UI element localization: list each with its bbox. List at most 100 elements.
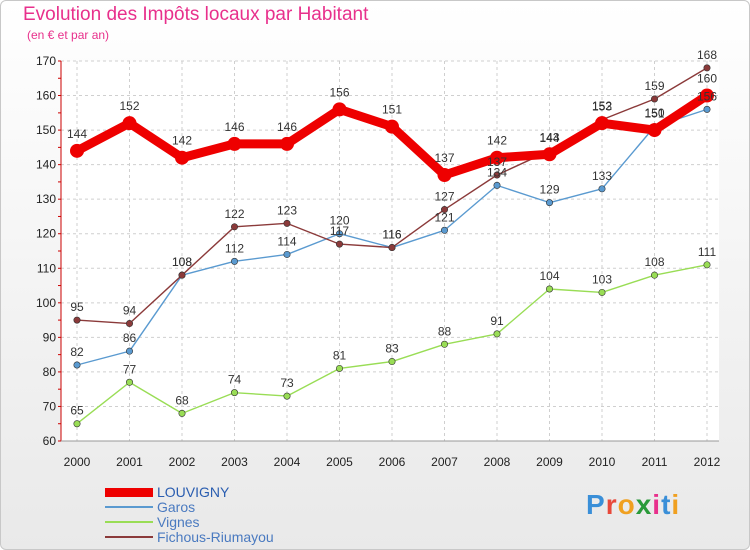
plot-area (61, 61, 719, 441)
data-label: 111 (698, 245, 717, 259)
data-point (283, 250, 291, 258)
y-tick-label: 80 (43, 365, 57, 379)
data-point (703, 64, 711, 72)
data-label: 81 (333, 348, 347, 362)
data-point (73, 316, 81, 324)
data-point (283, 392, 291, 400)
data-label: 144 (67, 127, 87, 141)
legend-label: Fichous-Riumayou (157, 529, 274, 545)
data-point (440, 206, 448, 214)
data-label: 142 (172, 134, 192, 148)
data-point (388, 244, 396, 252)
legend-swatch (105, 536, 153, 538)
x-tick-label: 2005 (326, 455, 353, 469)
legend-swatch (105, 487, 153, 497)
y-tick-label: 60 (43, 434, 57, 448)
data-label: 168 (697, 48, 717, 62)
data-point (650, 271, 658, 279)
data-label: 117 (330, 224, 349, 238)
data-point (545, 199, 553, 207)
legend-label: LOUVIGNY (157, 484, 230, 500)
data-point (490, 150, 504, 165)
data-label: 143 (539, 130, 559, 144)
data-point (227, 136, 242, 151)
data-point (335, 230, 343, 238)
data-point (126, 378, 134, 386)
data-point (231, 223, 239, 231)
x-tick-label: 2011 (642, 455, 668, 469)
y-tick-label: 150 (36, 123, 56, 137)
chart-subtitle: (en € et par an) (27, 28, 110, 42)
data-point (231, 389, 239, 397)
data-label: 104 (539, 269, 559, 283)
data-label: 95 (70, 300, 84, 314)
data-point (703, 105, 711, 113)
data-label: 108 (172, 255, 192, 269)
data-label: 116 (382, 228, 401, 242)
data-label: 68 (175, 393, 189, 407)
data-label: 116 (382, 228, 401, 242)
data-point (545, 285, 553, 293)
y-tick-label: 140 (36, 158, 56, 172)
y-tick-label: 100 (36, 296, 56, 310)
data-point (647, 123, 662, 138)
data-label: 151 (382, 103, 402, 117)
x-tick-label: 2004 (274, 455, 301, 469)
data-point (175, 150, 189, 165)
y-tick-label: 70 (43, 399, 57, 413)
data-point (493, 171, 501, 179)
data-label: 94 (123, 304, 137, 318)
data-point (493, 181, 501, 189)
data-point (126, 320, 134, 328)
data-point (178, 409, 186, 417)
logo-letter: t (661, 489, 672, 520)
data-point (332, 102, 347, 117)
proxiti-logo: Proxiti (586, 489, 680, 521)
data-point (70, 143, 84, 158)
data-label: 123 (277, 203, 297, 217)
data-label: 127 (434, 190, 454, 204)
data-point (335, 240, 343, 248)
data-label: 65 (70, 404, 84, 418)
data-point (437, 168, 452, 182)
data-label: 120 (329, 214, 349, 228)
logo-letter: o (617, 489, 636, 520)
chart-title: Evolution des Impôts locaux par Habitant (23, 4, 369, 25)
logo-letter: x (635, 489, 653, 520)
legend-swatch (105, 506, 153, 508)
data-label: 108 (644, 255, 664, 269)
y-tick-label: 130 (36, 192, 56, 206)
data-point (283, 219, 291, 227)
y-tick-label: 120 (36, 227, 56, 241)
x-tick-label: 2010 (589, 455, 616, 469)
data-label: 134 (487, 165, 507, 179)
data-point (231, 257, 239, 265)
x-tick-label: 2000 (64, 455, 91, 469)
data-point (542, 147, 557, 162)
data-label: 137 (434, 151, 454, 165)
y-tick-label: 110 (37, 261, 56, 275)
x-tick-label: 2003 (221, 455, 248, 469)
data-point (598, 185, 606, 193)
data-label: 83 (385, 342, 399, 356)
data-label: 112 (225, 241, 244, 255)
data-label: 129 (539, 183, 559, 197)
logo-letter: P (586, 489, 606, 520)
data-label: 159 (644, 79, 664, 93)
data-point (598, 288, 606, 296)
logo-letter: i (652, 489, 662, 520)
data-point (595, 116, 609, 131)
data-point (440, 340, 448, 348)
legend-label: Vignes (157, 514, 200, 530)
x-tick-label: 2006 (379, 455, 406, 469)
data-label: 133 (592, 169, 612, 183)
data-point (280, 136, 294, 151)
data-label: 152 (119, 99, 139, 113)
data-point (385, 119, 399, 134)
data-label: 114 (277, 234, 296, 248)
data-point (388, 358, 396, 366)
data-point (703, 261, 711, 269)
x-tick-label: 2009 (536, 455, 563, 469)
legend-label: Garos (157, 499, 196, 515)
